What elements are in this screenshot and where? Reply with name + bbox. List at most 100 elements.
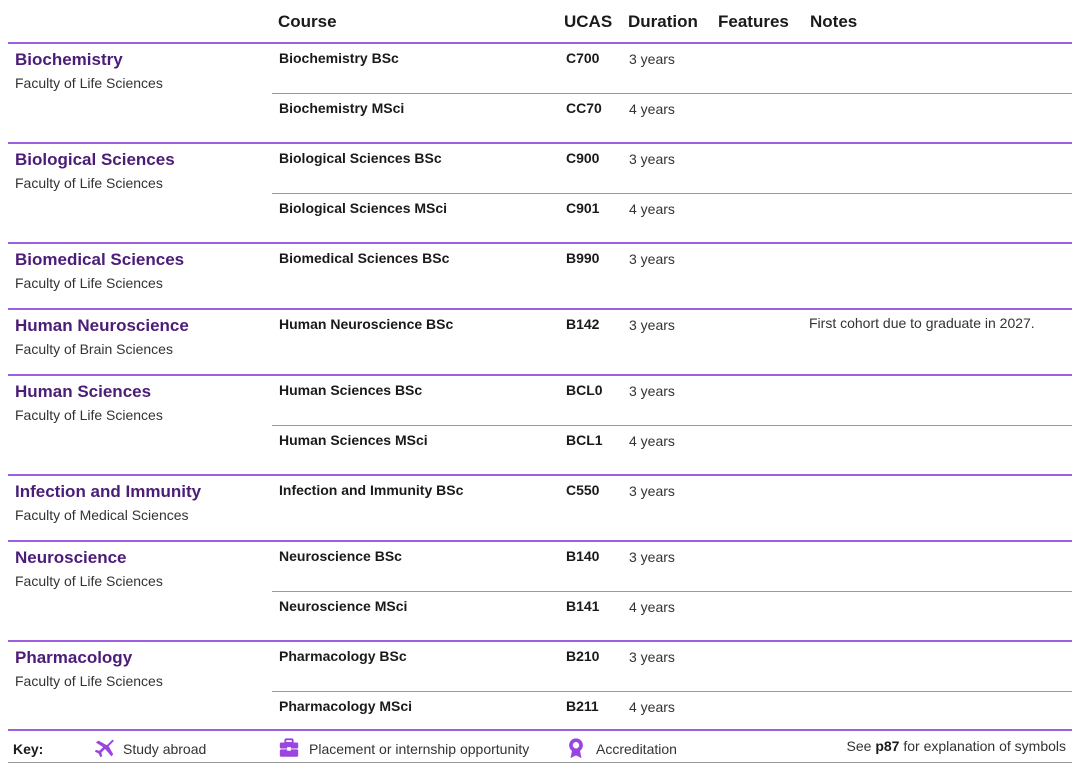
course-name: Pharmacology BSc [279, 648, 407, 664]
course-row: Pharmacology BSc B210 3 years [272, 642, 1072, 691]
course-row: Biochemistry MSci CC70 4 years [272, 93, 1072, 142]
course-name: Biochemistry MSci [279, 100, 405, 116]
header-ucas: UCAS [564, 12, 613, 31]
header-duration: Duration [628, 12, 698, 31]
course-duration: 3 years [629, 317, 675, 333]
course-rows: Neuroscience BSc B140 3 years Neuroscience … [272, 542, 1072, 640]
course-row: Pharmacology MSci B211 4 years [272, 691, 1072, 740]
course-rows: Biochemistry BSc C700 3 years Biochemistry … [272, 44, 1072, 142]
course-name: Human Sciences BSc [279, 382, 423, 398]
ucas-code: B210 [566, 648, 600, 664]
course-name: Human Neuroscience BSc [279, 316, 454, 332]
subject-name: Pharmacology [15, 648, 133, 667]
ucas-code: B211 [566, 698, 599, 714]
key-see-page: p87 [875, 738, 900, 754]
course-duration: 3 years [629, 51, 675, 67]
course-rows: Human Sciences BSc BCL0 3 years Human Scien… [272, 376, 1072, 474]
course-row: Human Sciences BSc BCL0 3 years [272, 376, 1072, 425]
course-name: Biomedical Sciences BSc [279, 250, 450, 266]
course-name: Pharmacology MSci [279, 698, 413, 714]
subject-group: Neuroscience Faculty of Life Sciences Neur… [8, 540, 1072, 640]
ucas-code: BCL0 [566, 382, 603, 398]
subject-cell: Human Sciences Faculty of Life Sciences [15, 381, 275, 425]
key-text-placement: Placement or internship opportunity [309, 741, 530, 757]
faculty-name: Faculty of Life Sciences [15, 407, 163, 423]
course-note: First cohort due to graduate in 2027. [809, 315, 1035, 331]
course-row: Infection and Immunity BSc C550 3 years [272, 476, 1072, 540]
course-duration: 3 years [629, 251, 675, 267]
subject-name: Human Sciences [15, 382, 152, 401]
ucas-code: B990 [566, 250, 600, 266]
faculty-name: Faculty of Life Sciences [15, 573, 163, 589]
key-text-accreditation: Accreditation [596, 741, 677, 757]
subject-cell: Pharmacology Faculty of Life Sciences [15, 647, 275, 691]
subject-group: Human Neuroscience Faculty of Brain Scien… [8, 308, 1072, 374]
subject-group: Pharmacology Faculty of Life Sciences Phar… [8, 640, 1072, 740]
course-duration: 3 years [629, 649, 675, 665]
course-row: Biochemistry BSc C700 3 years [272, 44, 1072, 93]
course-duration: 3 years [629, 549, 675, 565]
course-rows: Biological Sciences BSc C900 3 years Biolog… [272, 144, 1072, 242]
faculty-name: Faculty of Life Sciences [15, 175, 163, 191]
briefcase-icon [279, 738, 299, 757]
course-rows: Biomedical Sciences BSc B990 3 years [272, 244, 1072, 308]
subject-cell: Biological Sciences Faculty of Life Scien… [15, 149, 275, 193]
course-name: Biochemistry BSc [279, 50, 399, 66]
course-row: Biological Sciences MSci C901 4 years [272, 193, 1072, 242]
subject-name: Biomedical Sciences [15, 250, 185, 269]
faculty-name: Faculty of Medical Sciences [15, 507, 189, 523]
course-duration: 3 years [629, 151, 675, 167]
course-name: Neuroscience BSc [279, 548, 402, 564]
key-see-suffix: for explanation of symbols [903, 738, 1066, 754]
subject-cell: Biochemistry Faculty of Life Sciences [15, 49, 275, 93]
course-duration: 3 years [629, 383, 675, 399]
course-rows: Infection and Immunity BSc C550 3 years [272, 476, 1072, 540]
course-name: Biological Sciences BSc [279, 150, 442, 166]
award-rosette-icon [569, 738, 583, 759]
table-header: Course UCAS Duration Features Notes [0, 0, 1080, 42]
course-row: Biological Sciences BSc C900 3 years [272, 144, 1072, 193]
ucas-code: B142 [566, 316, 600, 332]
key-legend: Key: Study abroad Placement or internshi… [8, 729, 1072, 763]
course-duration: 4 years [629, 101, 675, 117]
course-name: Infection and Immunity BSc [279, 482, 464, 498]
course-duration: 4 years [629, 433, 675, 449]
ucas-code: CC70 [566, 100, 602, 116]
subject-name: Neuroscience [15, 548, 127, 567]
subject-cell: Human Neuroscience Faculty of Brain Scien… [15, 315, 275, 359]
ucas-code: B140 [566, 548, 600, 564]
course-row: Human Sciences MSci BCL1 4 years [272, 425, 1072, 474]
subject-name: Biological Sciences [15, 150, 175, 169]
ucas-code: C901 [566, 200, 600, 216]
course-row: Biomedical Sciences BSc B990 3 years [272, 244, 1072, 308]
ucas-code: C550 [566, 482, 600, 498]
faculty-name: Faculty of Life Sciences [15, 75, 163, 91]
course-name: Human Sciences MSci [279, 432, 428, 448]
course-row: Human Neuroscience BSc B142 3 years First c… [272, 310, 1072, 374]
ucas-code: C900 [566, 150, 600, 166]
course-rows: Pharmacology BSc B210 3 years Pharmacology … [272, 642, 1072, 740]
key-see-note: See p87 for explanation of symbols [847, 738, 1066, 754]
header-features: Features [718, 12, 789, 31]
subject-name: Infection and Immunity [15, 482, 202, 501]
subject-cell: Biomedical Sciences Faculty of Life Scien… [15, 249, 275, 293]
subject-group: Biomedical Sciences Faculty of Life Scien… [8, 242, 1072, 308]
subject-group: Biochemistry Faculty of Life Sciences Bioc… [8, 42, 1072, 142]
course-row: Neuroscience BSc B140 3 years [272, 542, 1072, 591]
key-text-study-abroad: Study abroad [123, 741, 207, 757]
subject-group: Biological Sciences Faculty of Life Scien… [8, 142, 1072, 242]
airplane-icon [94, 739, 114, 758]
ucas-code: BCL1 [566, 432, 603, 448]
faculty-name: Faculty of Life Sciences [15, 673, 163, 689]
ucas-code: C700 [566, 50, 600, 66]
course-duration: 4 years [629, 599, 675, 615]
faculty-name: Faculty of Brain Sciences [15, 341, 173, 357]
ucas-code: B141 [566, 598, 600, 614]
course-duration: 4 years [629, 699, 675, 715]
subject-name: Human Neuroscience [15, 316, 189, 335]
course-duration: 3 years [629, 483, 675, 499]
subject-group: Human Sciences Faculty of Life Sciences Hu… [8, 374, 1072, 474]
course-row: Neuroscience MSci B141 4 years [272, 591, 1072, 640]
key-label: Key: [13, 741, 44, 757]
